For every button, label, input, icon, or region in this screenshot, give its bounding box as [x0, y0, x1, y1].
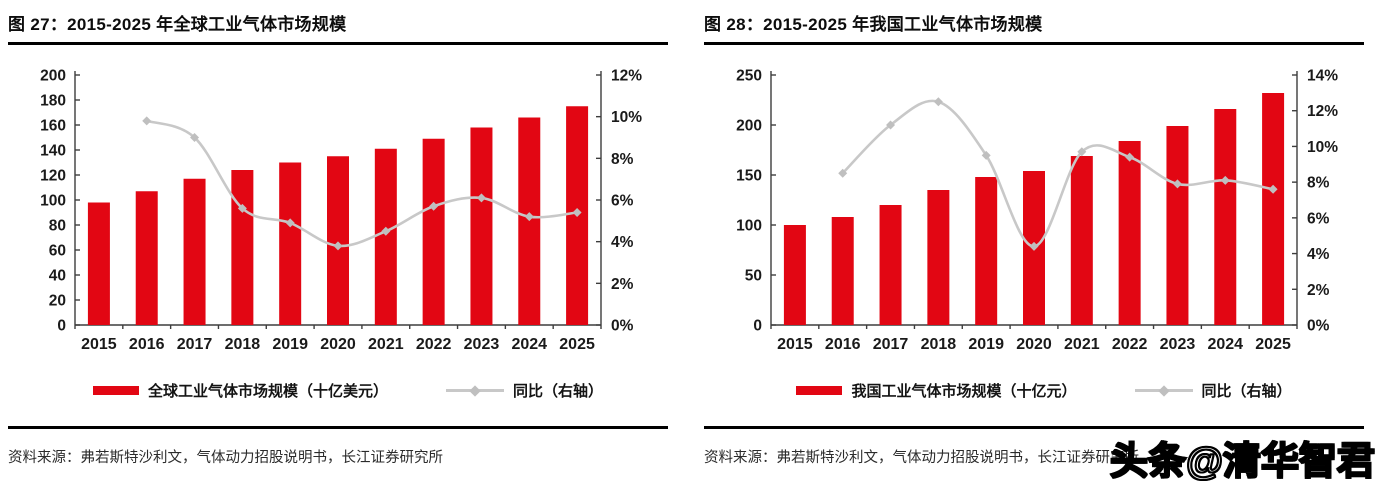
svg-text:50: 50: [745, 268, 762, 285]
line-marker-icon: [1134, 384, 1193, 397]
svg-text:100: 100: [40, 193, 66, 210]
svg-text:2024: 2024: [1207, 336, 1243, 353]
svg-text:10%: 10%: [1307, 139, 1338, 156]
svg-text:2022: 2022: [1112, 336, 1148, 353]
svg-text:2018: 2018: [225, 336, 261, 353]
svg-text:2016: 2016: [825, 336, 861, 353]
svg-text:140: 140: [40, 143, 66, 160]
svg-text:2%: 2%: [611, 276, 634, 293]
svg-text:2021: 2021: [1064, 336, 1100, 353]
legend-item-line: 同比（右轴）: [1134, 380, 1292, 401]
svg-text:6%: 6%: [1307, 210, 1330, 227]
svg-text:2023: 2023: [464, 336, 500, 353]
svg-text:2019: 2019: [272, 336, 308, 353]
svg-text:2017: 2017: [873, 336, 909, 353]
legend-bar-label: 全球工业气体市场规模（十亿美元）: [147, 382, 388, 400]
source-note: 资料来源：弗若斯特沙利文，气体动力招股说明书，长江证券研究所: [8, 450, 443, 466]
legend-bar-label: 我国工业气体市场规模（十亿元）: [851, 382, 1077, 400]
svg-text:2015: 2015: [81, 336, 117, 353]
svg-text:0: 0: [57, 318, 66, 335]
svg-text:20: 20: [49, 293, 66, 310]
svg-text:2017: 2017: [177, 336, 213, 353]
combo-chart-china: 0 50 100 150 200 250 0% 2% 4% 6% 8% 10% 12% 14% 2015 20…: [736, 68, 1338, 354]
title-underline: [704, 42, 1364, 45]
legend-line-label: 同比（右轴）: [513, 382, 604, 400]
line-marker-icon: [446, 384, 504, 397]
bar-swatch-icon: [92, 385, 139, 395]
svg-text:40: 40: [49, 268, 66, 285]
svg-text:2020: 2020: [1016, 336, 1052, 353]
svg-text:100: 100: [736, 218, 762, 235]
svg-text:4%: 4%: [1307, 246, 1330, 263]
svg-text:2016: 2016: [129, 336, 165, 353]
legend-item-bar: 我国工业气体市场规模（十亿元）: [796, 380, 1077, 401]
legend-line-label: 同比（右轴）: [1201, 382, 1292, 400]
svg-text:120: 120: [40, 168, 66, 185]
title-underline: [8, 42, 668, 45]
figure-title: 图 27：2015-2025 年全球工业气体市场规模: [8, 15, 347, 34]
svg-text:12%: 12%: [611, 68, 642, 85]
svg-text:8%: 8%: [1307, 175, 1330, 192]
svg-text:160: 160: [40, 118, 66, 135]
svg-text:6%: 6%: [611, 193, 634, 210]
svg-text:2022: 2022: [416, 336, 452, 353]
svg-text:150: 150: [736, 168, 762, 185]
source-divider: [704, 426, 1364, 429]
svg-text:200: 200: [736, 118, 762, 135]
svg-text:10%: 10%: [611, 109, 642, 126]
chart-legend: 我国工业气体市场规模（十亿元） 同比（右轴）: [696, 378, 1392, 402]
svg-text:2018: 2018: [921, 336, 957, 353]
svg-text:8%: 8%: [611, 151, 634, 168]
svg-text:2020: 2020: [320, 336, 356, 353]
source-note: 资料来源：弗若斯特沙利文，气体动力招股说明书，长江证券研究所: [704, 450, 1139, 466]
svg-text:60: 60: [49, 243, 66, 260]
source-divider: [8, 426, 668, 429]
svg-text:2%: 2%: [1307, 282, 1330, 299]
svg-text:2025: 2025: [559, 336, 595, 353]
figure-title: 图 28：2015-2025 年我国工业气体市场规模: [704, 15, 1043, 34]
figure-panel-27: 图 27：2015-2025 年全球工业气体市场规模 0 20 40 60 80 100 1…: [0, 15, 696, 466]
svg-text:80: 80: [49, 218, 66, 235]
figure-panel-28: 图 28：2015-2025 年我国工业气体市场规模 0 50 100 150 200 2…: [696, 0, 1392, 491]
svg-text:12%: 12%: [1307, 103, 1338, 120]
svg-text:0%: 0%: [611, 318, 634, 335]
svg-text:2021: 2021: [368, 336, 404, 353]
svg-text:0%: 0%: [1307, 318, 1330, 335]
svg-text:2024: 2024: [511, 336, 547, 353]
svg-text:2025: 2025: [1255, 336, 1291, 353]
bar-swatch-icon: [796, 385, 843, 395]
svg-text:2023: 2023: [1160, 336, 1196, 353]
svg-text:0: 0: [753, 318, 762, 335]
chart-legend: 全球工业气体市场规模（十亿美元） 同比（右轴）: [0, 378, 696, 402]
svg-text:4%: 4%: [611, 234, 634, 251]
svg-text:2015: 2015: [777, 336, 813, 353]
svg-text:14%: 14%: [1307, 68, 1338, 85]
legend-item-line: 同比（右轴）: [446, 380, 603, 401]
svg-text:180: 180: [40, 93, 66, 110]
svg-text:250: 250: [736, 68, 762, 85]
watermark-overlay: 头条@清华智君: [1109, 440, 1376, 484]
svg-text:200: 200: [40, 68, 66, 85]
legend-item-bar: 全球工业气体市场规模（十亿美元）: [92, 380, 388, 401]
combo-chart-global: 0 20 40 60 80 100 120 140 160 180 200 0% 2% 4% 6% 8% 10%…: [40, 68, 642, 354]
svg-text:2019: 2019: [968, 336, 1004, 353]
